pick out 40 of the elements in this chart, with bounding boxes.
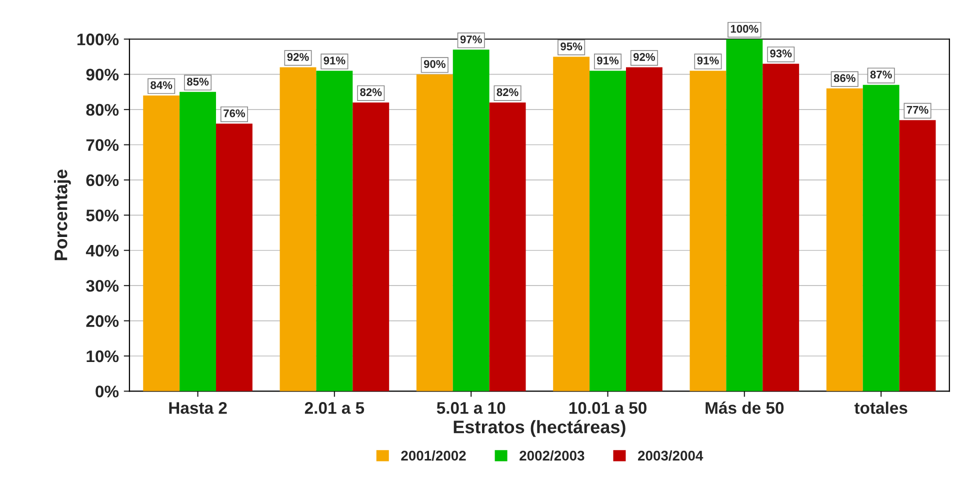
data-label: 85% <box>187 78 209 86</box>
data-label: 82% <box>496 88 518 96</box>
legend-label: 2002/2003 <box>520 450 584 461</box>
y-axis-title: Porcentaje <box>54 170 71 260</box>
data-label: 100% <box>730 24 758 33</box>
legend-label: 2003/2004 <box>638 450 704 461</box>
y-tick-label: 60% <box>86 174 119 186</box>
y-tick-label: 100% <box>77 34 119 46</box>
legend-label: 2001/2002 <box>401 450 466 461</box>
data-label: 90% <box>424 60 446 68</box>
data-label: 77% <box>906 106 928 114</box>
data-label: 87% <box>870 70 892 79</box>
data-label: 97% <box>460 35 482 44</box>
data-label: 82% <box>360 88 382 96</box>
y-tick-label: 50% <box>86 210 119 222</box>
data-label: 92% <box>287 53 309 61</box>
data-label: 86% <box>834 74 856 82</box>
data-label: 91% <box>597 56 619 64</box>
data-label: 91% <box>324 56 346 64</box>
data-label: 91% <box>697 56 719 64</box>
y-tick-label: 0% <box>96 386 119 398</box>
y-tick-label: 30% <box>86 280 119 292</box>
y-tick-label: 90% <box>86 68 119 81</box>
data-label: 84% <box>150 81 172 90</box>
x-tick-label: 10.01 a 50 <box>569 402 646 414</box>
data-label: 93% <box>770 50 792 58</box>
x-tick-label: 5.01 a 10 <box>436 402 506 414</box>
data-label: 92% <box>633 53 656 61</box>
x-tick-label: Hasta 2 <box>169 402 227 414</box>
y-tick-label: 20% <box>86 315 119 327</box>
y-tick-label: 80% <box>86 104 119 116</box>
y-tick-label: 40% <box>86 244 119 257</box>
x-tick-label: Más de 50 <box>706 401 784 414</box>
data-label: 76% <box>224 109 246 118</box>
y-tick-label: 10% <box>86 350 119 362</box>
data-label: 95% <box>560 42 582 50</box>
x-tick-label: 2.01 a 5 <box>304 402 364 414</box>
x-axis-title: Estratos (hectáreas) <box>454 420 626 437</box>
y-tick-label: 70% <box>86 139 119 151</box>
x-tick-label: totales <box>854 402 908 414</box>
